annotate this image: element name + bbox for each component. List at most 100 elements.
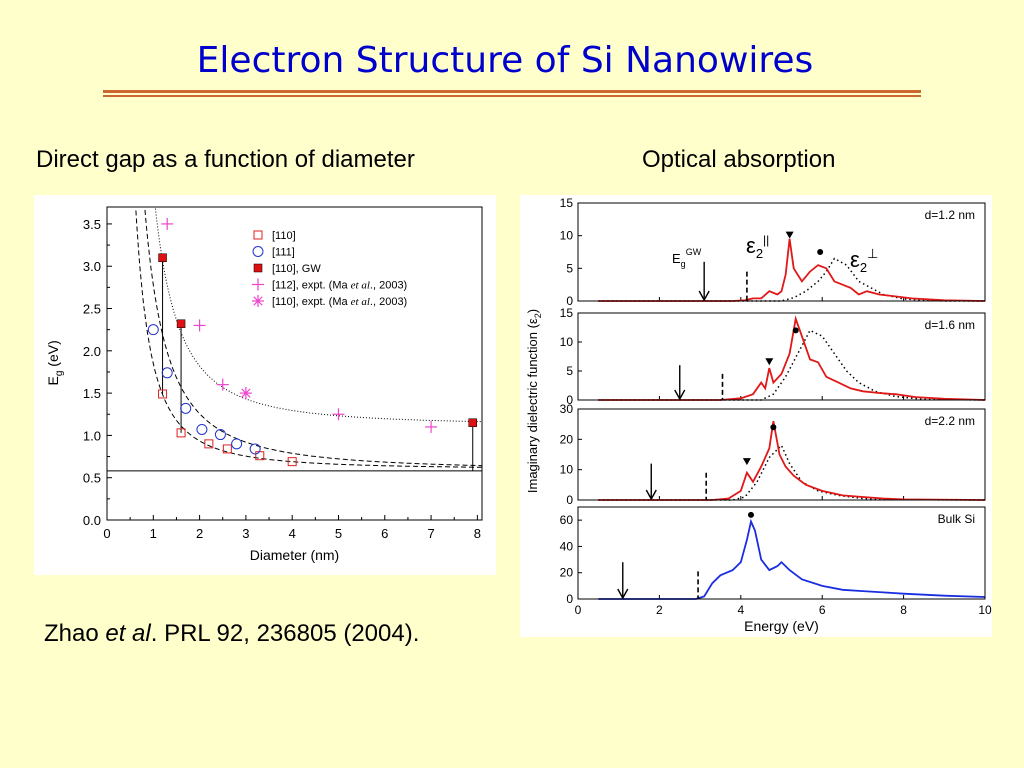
- absorption-panel-4: 0 20 40 60 Bulk Si: [560, 506, 986, 606]
- data-point-series-1: [161, 367, 173, 379]
- data-point-series-0: [176, 428, 186, 438]
- y-tick-label: 1.5: [83, 386, 101, 401]
- y-tick-label: 0: [566, 592, 573, 606]
- legend-marker: [253, 230, 263, 240]
- citation: Zhao et al. PRL 92, 236805 (2004).: [44, 620, 419, 648]
- bandgap-chart-panel: 0 1 2 3 4 5 6 7 8 0.0 0.5 1.0 1.5 2.0 2.5 3.0 3.5 Diamete…: [34, 195, 496, 575]
- eps-perp-label: ε2⊥: [850, 246, 878, 275]
- panel-plot-area: [598, 420, 985, 501]
- y-tick-label: 2.0: [83, 344, 101, 359]
- y-tick-label: 0: [566, 493, 573, 507]
- y-tick-label: 10: [560, 229, 574, 243]
- bandgap-chart: 0 1 2 3 4 5 6 7 8 0.0 0.5 1.0 1.5 2.0 2.5 3.0 3.5 Diamete…: [45, 206, 483, 563]
- peak-triangle-marker: [785, 231, 794, 239]
- y-tick-label: 20: [560, 566, 574, 580]
- plot-area: [107, 207, 482, 472]
- citation-authors: Zhao: [44, 620, 106, 647]
- absorption-panel-1: 0 5 10 15 d=1.2 nm: [560, 196, 986, 308]
- eps-parallel-label: ε2||: [746, 233, 769, 261]
- slide-title: Electron Structure of Si Nanowires: [196, 40, 814, 81]
- panel-plot-area: [598, 238, 985, 302]
- data-point-series-2: [468, 418, 477, 427]
- absorption-panel-3: 0 10 20 30 d=2.2 nm: [560, 402, 986, 507]
- y-tick-label: 30: [560, 402, 574, 416]
- x-tick-label: 5: [335, 526, 342, 541]
- x-tick-label: 10: [978, 603, 992, 617]
- y-tick-label: 2.5: [83, 302, 101, 317]
- title-underline-thin: [103, 95, 921, 97]
- x-tick-label: 8: [900, 603, 907, 617]
- fit-curve-111: [144, 207, 482, 467]
- panel-plot-area: [598, 518, 985, 600]
- peak-triangle-marker: [742, 458, 751, 466]
- legend-entry: [112], expt. (Ma et al., 2003): [272, 280, 407, 292]
- eps-perp-line: [598, 444, 985, 501]
- y-tick-label: 0.0: [83, 513, 101, 528]
- y-tick-label: 0.5: [83, 471, 101, 486]
- gw-gap-arrowhead: [698, 290, 710, 302]
- panel-frame: [577, 312, 986, 401]
- gw-gap-arrowhead: [645, 489, 657, 501]
- panel-frame: [577, 506, 986, 600]
- gw-gap-arrowhead: [674, 389, 686, 401]
- data-point-series-4-arm: [241, 388, 251, 398]
- y-axis-label: Imaginary dielectric function (ε2): [525, 309, 543, 493]
- left-chart-heading: Direct gap as a function of diameter: [36, 146, 415, 173]
- y-tick-label: 15: [560, 196, 574, 210]
- legend-marker: [253, 263, 263, 273]
- eps-perp-line: [598, 257, 985, 302]
- data-point-series-1: [196, 423, 208, 435]
- x-tick-label: 8: [474, 526, 481, 541]
- x-tick-label: 7: [427, 526, 434, 541]
- data-point-series-2: [158, 253, 167, 263]
- y-tick-label: 0: [566, 393, 573, 407]
- legend-entry: [110]: [272, 230, 296, 242]
- eps-parallel-line: [598, 420, 985, 501]
- legend-entry: [110], GW: [272, 263, 321, 275]
- x-tick-label: 3: [242, 526, 249, 541]
- eps-parallel-line: [598, 315, 985, 401]
- data-point-series-1: [147, 324, 159, 336]
- y-tick-label: 1.0: [83, 428, 101, 443]
- legend-entry: [110], expt. (Ma et al., 2003): [272, 296, 407, 308]
- citation-etal: et al: [105, 620, 151, 647]
- bulk-eps-line: [598, 518, 985, 600]
- panel-frame: [577, 408, 986, 501]
- y-tick-label: 3.0: [83, 259, 101, 274]
- x-tick-label: 2: [656, 603, 663, 617]
- y-tick-label: 5: [566, 364, 573, 378]
- y-tick-label: 40: [560, 539, 574, 553]
- peak-dot-marker: [747, 511, 754, 518]
- absorption-panel-2: 0 5 10 15 d=1.6 nm: [560, 306, 986, 407]
- y-axis-label: Eg (eV): [45, 340, 65, 385]
- eps-parallel-line: [598, 238, 985, 302]
- data-point-series-0: [222, 444, 232, 454]
- x-tick-label: 4: [737, 603, 744, 617]
- data-point-series-0: [158, 389, 168, 399]
- x-tick-label: 2: [196, 526, 203, 541]
- x-tick-label: 0: [575, 603, 582, 617]
- panel-plot-area: [598, 315, 985, 401]
- y-tick-label: 60: [560, 513, 574, 527]
- y-tick-label: 10: [560, 463, 574, 477]
- y-tick-label: 20: [560, 432, 574, 446]
- data-point-series-0: [287, 457, 297, 467]
- panel-label: d=2.2 nm: [925, 414, 975, 428]
- peak-dot-marker: [792, 327, 799, 334]
- y-tick-label: 0: [566, 294, 573, 308]
- title-underline: [103, 90, 921, 93]
- panel-label: d=1.2 nm: [925, 208, 975, 222]
- y-tick-label: 5: [566, 261, 573, 275]
- x-axis-label: Diameter (nm): [250, 547, 339, 563]
- data-point-series-2: [176, 319, 186, 328]
- peak-triangle-marker: [765, 358, 774, 366]
- y-tick-label: 15: [560, 306, 574, 320]
- data-point-series-1: [180, 402, 192, 414]
- x-tick-label: 6: [381, 526, 388, 541]
- y-tick-label: 3.5: [83, 217, 101, 232]
- panel-label: Bulk Si: [938, 512, 975, 526]
- x-tick-label: 0: [103, 526, 110, 541]
- gw-gap-arrowhead: [617, 588, 629, 600]
- x-tick-label: 4: [289, 526, 296, 541]
